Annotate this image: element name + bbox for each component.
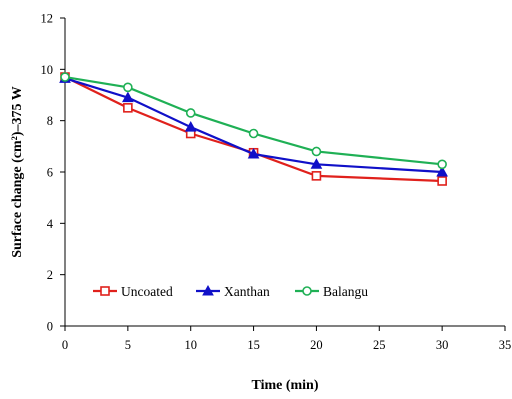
y-axis-title: Surface change (cm²)–375 W	[10, 86, 25, 258]
y-tick-label: 0	[47, 320, 53, 334]
series-balangu	[60, 72, 447, 170]
data-point	[437, 159, 447, 170]
data-point	[122, 91, 134, 103]
x-tick-label: 0	[62, 338, 68, 352]
legend-label: Balangu	[323, 284, 368, 299]
data-point	[123, 82, 133, 93]
data-point	[185, 108, 196, 118]
legend-label: Xanthan	[224, 284, 270, 299]
series-xanthan	[59, 72, 448, 177]
data-point	[247, 148, 260, 159]
data-point	[437, 176, 447, 186]
x-tick-label: 5	[125, 338, 131, 352]
legend-swatch-marker	[302, 286, 312, 296]
data-point	[311, 171, 322, 181]
x-tick-label: 10	[184, 338, 197, 352]
x-tick-label: 15	[247, 338, 260, 352]
x-tick-label: 30	[436, 338, 449, 352]
y-tick-label: 6	[47, 166, 53, 180]
legend-label: Uncoated	[121, 284, 173, 299]
data-point	[436, 165, 448, 177]
plot-area: 0 5 10 15 20 25 30 35 0 2 4 6 8 10 12	[41, 12, 512, 353]
y-ticks: 0 2 4 6 8 10 12	[41, 12, 65, 334]
legend-item-xanthan: Xanthan	[196, 284, 270, 299]
data-point	[248, 128, 259, 139]
legend-swatch-marker	[202, 284, 214, 296]
x-tick-label: 20	[310, 338, 323, 352]
data-point	[184, 121, 197, 132]
y-tick-label: 12	[41, 12, 54, 26]
legend-item-uncoated: Uncoated	[93, 284, 173, 299]
data-point	[311, 146, 322, 157]
y-tick-label: 4	[47, 217, 54, 231]
x-tick-label: 25	[373, 338, 386, 352]
x-tick-label: 35	[499, 338, 512, 352]
series-line	[64, 76, 443, 183]
legend: Uncoated Xanthan Balangu	[93, 284, 368, 299]
data-point	[60, 72, 70, 82]
series-line	[64, 75, 443, 166]
y-tick-label: 2	[47, 268, 53, 282]
data-point	[310, 158, 323, 169]
series-layer	[59, 72, 448, 186]
series-line	[64, 77, 443, 174]
legend-swatch-marker	[100, 286, 110, 296]
y-tick-label: 10	[41, 63, 54, 77]
x-axis-title: Time (min)	[251, 378, 318, 393]
y-tick-label: 8	[47, 114, 53, 128]
legend-item-balangu: Balangu	[295, 284, 368, 299]
x-ticks: 0 5 10 15 20 25 30 35	[62, 326, 511, 352]
data-point	[123, 103, 133, 113]
